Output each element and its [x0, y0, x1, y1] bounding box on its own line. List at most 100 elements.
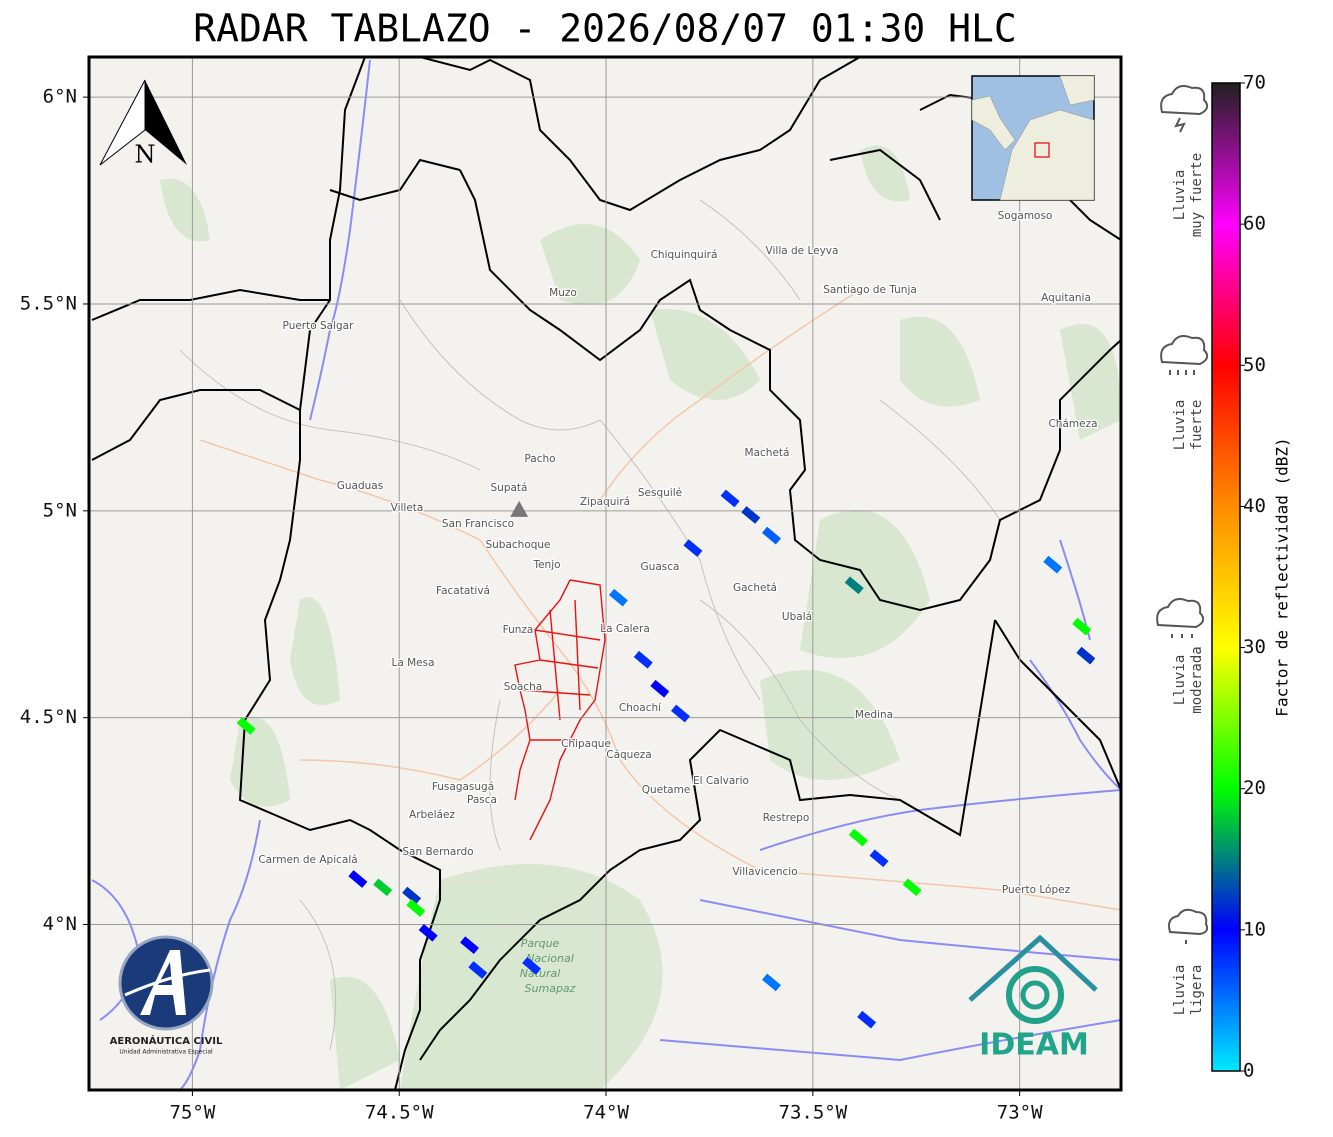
- place-label: San Francisco: [442, 518, 514, 530]
- aerocivil-logo: AERONÁUTICA CIVIL Unidad Administrativa …: [110, 935, 223, 1056]
- place-label: Soacha: [504, 681, 542, 693]
- rain-category: muy fuerte: [1189, 153, 1205, 237]
- place-label: Funza: [503, 624, 534, 636]
- place-label: Sogamoso: [998, 210, 1053, 222]
- park-label: Nacional: [526, 952, 574, 965]
- colorbar-tick-label: 50: [1243, 354, 1266, 376]
- radar-site: [510, 500, 529, 517]
- radar-echo: [236, 717, 256, 735]
- radar-echo: [522, 957, 542, 975]
- north-label: N: [135, 141, 156, 169]
- radar-echo: [460, 936, 480, 955]
- radar-echo: [650, 679, 670, 698]
- rain-category: Lluvia: [1172, 400, 1188, 451]
- place-label: Muzo: [549, 287, 577, 299]
- colorbar-tick-label: 10: [1243, 918, 1266, 940]
- radar-echo: [857, 1010, 877, 1029]
- place-label: Ubalá: [782, 611, 812, 623]
- place-label: Tenjo: [532, 559, 560, 571]
- place-label: Restrepo: [763, 812, 810, 824]
- rain-category: Lluvia: [1172, 965, 1188, 1016]
- park-label: Natural: [520, 967, 561, 980]
- basemap: Villa de Leyva Santiago de Tunja Zipaquirá…: [89, 57, 1121, 1090]
- place-label: Pacho: [524, 453, 555, 465]
- place-label: Sesquilé: [638, 487, 682, 499]
- radar-echo: [348, 870, 368, 888]
- radar-echo: [844, 576, 864, 595]
- radar-echo: [671, 704, 690, 723]
- place-label: Quetame: [642, 784, 691, 796]
- radar-echo: [418, 923, 438, 942]
- place-label: Zipaquirá: [580, 496, 630, 508]
- colorbar-label: Factor de reflectividad (dBZ): [1273, 437, 1292, 716]
- ideam-logo: IDEAM: [968, 934, 1098, 1063]
- park-label: Sumapaz: [525, 982, 576, 995]
- place-label: Aquitania: [1041, 292, 1091, 304]
- grid: [89, 57, 1121, 1090]
- rain-category: Lluvia: [1172, 655, 1188, 706]
- radar-echo: [468, 961, 488, 979]
- inset-map: [971, 75, 1095, 201]
- rain-icons: [1156, 85, 1209, 944]
- place-label: Supatá: [491, 482, 528, 494]
- place-label: La Calera: [600, 623, 650, 635]
- radar-echo: [720, 489, 740, 508]
- place-label: Facatativá: [436, 585, 490, 597]
- place-label: Gachetá: [733, 582, 777, 594]
- north-arrow: N: [99, 79, 187, 169]
- place-label: Subachoque: [485, 539, 550, 551]
- place-label: Puerto López: [1002, 884, 1071, 896]
- place-label: Guasca: [641, 561, 680, 573]
- radar-echo: [869, 849, 889, 868]
- rain-category: fuerte: [1189, 400, 1205, 451]
- radar-echo: [633, 650, 653, 669]
- radar-echo: [848, 828, 868, 847]
- x-tick-label: 75°W: [170, 1102, 216, 1124]
- title: RADAR TABLAZO - 2026/08/07 01:30 HLC: [193, 7, 1017, 51]
- radar-echo: [608, 588, 628, 607]
- logo-text: AERONÁUTICA CIVIL: [110, 1034, 223, 1047]
- map-frame: [87, 55, 1123, 1092]
- place-label: Santiago de Tunja: [823, 284, 917, 296]
- x-tick-label: 73°W: [997, 1102, 1043, 1124]
- colorbar-tick-label: 0: [1243, 1060, 1254, 1082]
- radar-echo: [683, 539, 703, 557]
- place-label: Fusagasugá: [432, 781, 494, 793]
- park-label: Parque: [521, 937, 560, 950]
- x-tick-label: 74°W: [583, 1102, 629, 1124]
- y-tick-label: 5.5°N: [20, 292, 77, 314]
- place-label: Chiquinquirá: [651, 249, 718, 261]
- place-label: San Bernardo: [402, 846, 473, 858]
- place-label: Cáqueza: [606, 749, 652, 761]
- rain-category: ligera: [1189, 965, 1205, 1016]
- radar-echo: [1072, 617, 1092, 636]
- place-label: Villa de Leyva: [766, 245, 839, 257]
- place-label: El Calvario: [693, 775, 749, 787]
- radar-echo: [741, 506, 761, 524]
- colorbar-tick-label: 40: [1243, 495, 1266, 517]
- radar-echo: [902, 878, 922, 897]
- place-label: Carmen de Apicalá: [258, 854, 357, 866]
- place-label: Arbeláez: [409, 809, 455, 821]
- y-tick-label: 6°N: [43, 86, 77, 108]
- place-label: Villavicencio: [732, 866, 797, 878]
- place-label: Villeta: [391, 502, 424, 514]
- place-label: Pasca: [467, 794, 497, 806]
- place-label: Medina: [855, 709, 893, 721]
- radar-echo: [762, 973, 781, 992]
- place-label: Guaduas: [337, 480, 383, 492]
- x-tick-label: 74.5°W: [365, 1102, 434, 1124]
- logo-subtext: Unidad Administrativa Especial: [119, 1049, 213, 1056]
- ideam-text: IDEAM: [979, 1028, 1089, 1063]
- radar-echo: [1076, 646, 1096, 665]
- colorbar-tick-label: 20: [1243, 777, 1266, 799]
- place-label: Puerto Salgar: [283, 320, 355, 332]
- colorbar-tick-label: 70: [1243, 72, 1266, 94]
- place-label: Choachí: [619, 702, 662, 714]
- place-label: Machetá: [745, 447, 790, 459]
- colorbar-tick-label: 30: [1243, 636, 1266, 658]
- rain-category: moderada: [1189, 646, 1205, 713]
- y-tick-label: 4°N: [43, 913, 77, 935]
